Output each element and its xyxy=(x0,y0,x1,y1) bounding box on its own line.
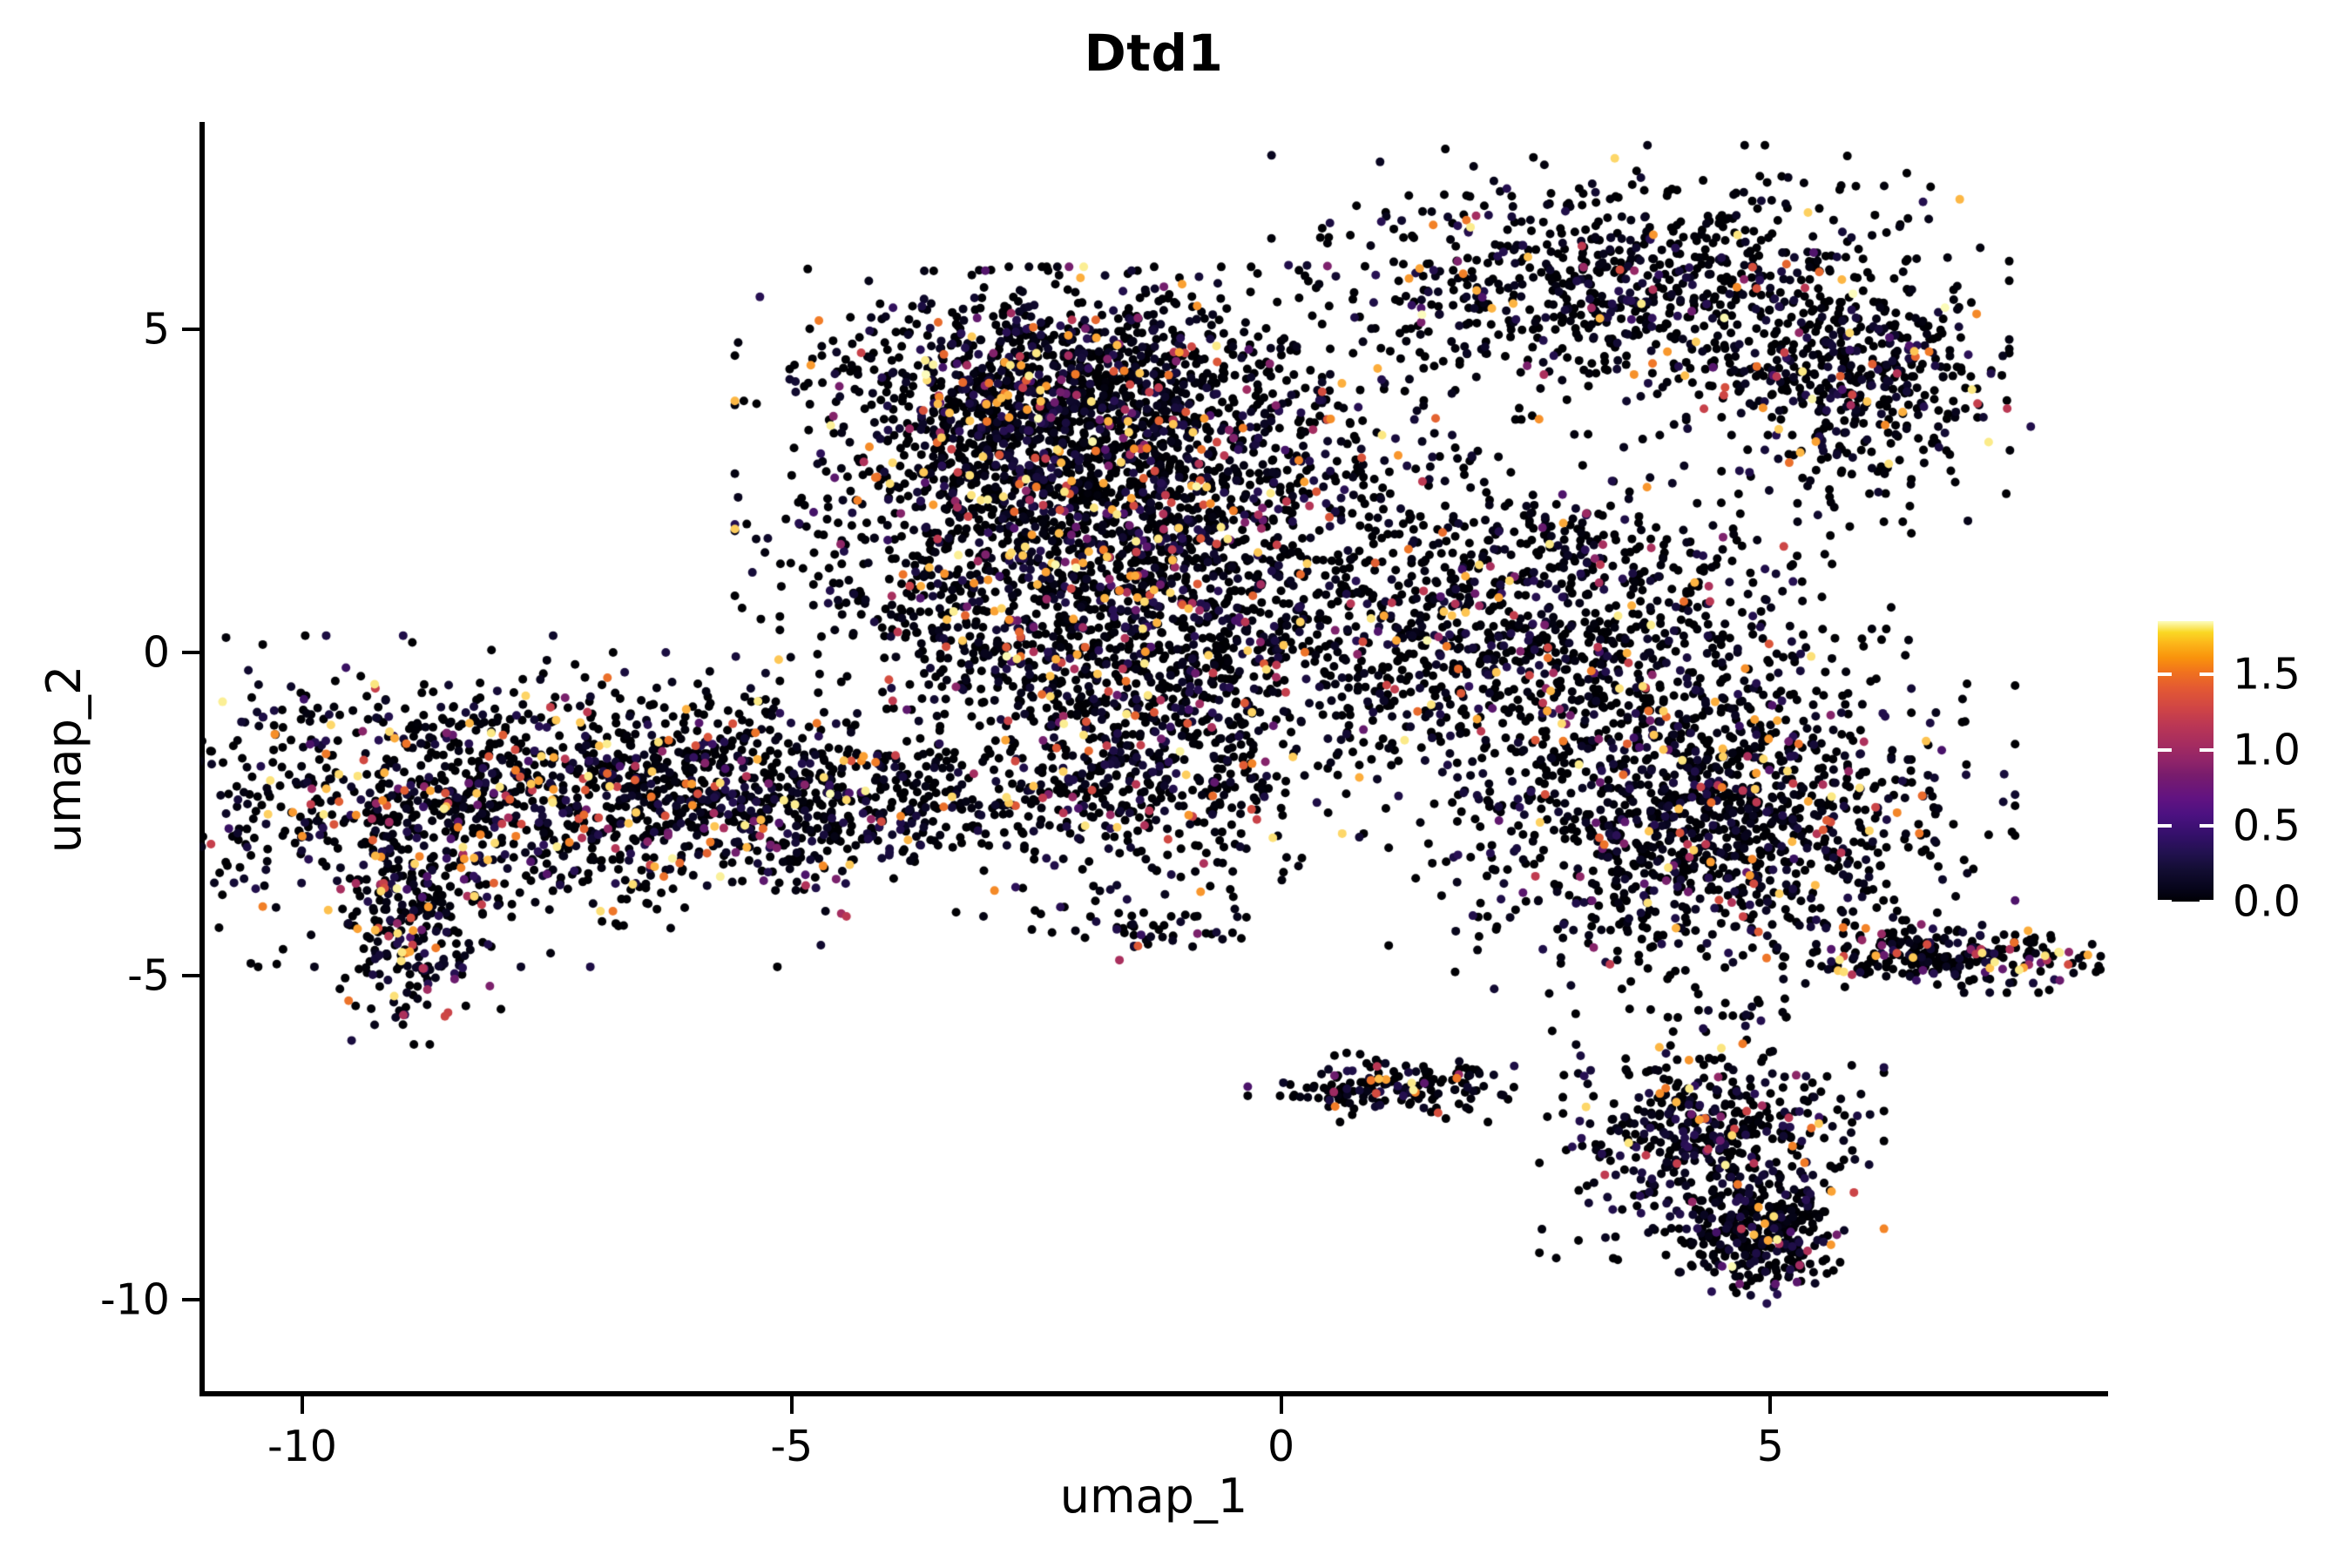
y-tick-label: -10 xyxy=(99,1274,170,1325)
colorbar-tick-label: 1.0 xyxy=(2233,725,2301,775)
y-tick-mark xyxy=(182,650,199,654)
x-tick-mark xyxy=(789,1396,794,1414)
y-tick-label: -5 xyxy=(127,950,170,1001)
colorbar: 1.5 1.0 0.5 0.0 xyxy=(2158,621,2301,927)
plot-axes: -10 -5 0 5 5 0 -5 -10 xyxy=(100,122,2108,1471)
y-tick-mark xyxy=(182,327,199,331)
y-tick-label: 0 xyxy=(142,627,170,678)
colorbar-gradient xyxy=(2158,621,2213,902)
x-tick-label: 5 xyxy=(1756,1422,1784,1471)
colorbar-tick-label: 1.5 xyxy=(2233,649,2301,700)
x-tick-label: -5 xyxy=(770,1422,814,1471)
chart-title: Dtd1 xyxy=(1084,24,1224,83)
y-tick-label: 5 xyxy=(142,304,170,355)
y-tick-mark xyxy=(182,1297,199,1301)
x-tick-mark xyxy=(300,1396,304,1414)
x-tick-label: -10 xyxy=(267,1422,337,1471)
x-tick-mark xyxy=(1768,1396,1773,1414)
y-tick-mark xyxy=(182,974,199,978)
y-axis-label: umap_2 xyxy=(37,665,91,854)
colorbar-tick-label: 0.5 xyxy=(2233,801,2301,851)
x-axis-label: umap_1 xyxy=(1059,1469,1248,1524)
colorbar-tick-label: 0.0 xyxy=(2233,876,2301,927)
x-tick-mark xyxy=(1279,1396,1283,1414)
scatter-plot-points xyxy=(199,122,2108,1396)
x-tick-label: 0 xyxy=(1267,1422,1295,1471)
